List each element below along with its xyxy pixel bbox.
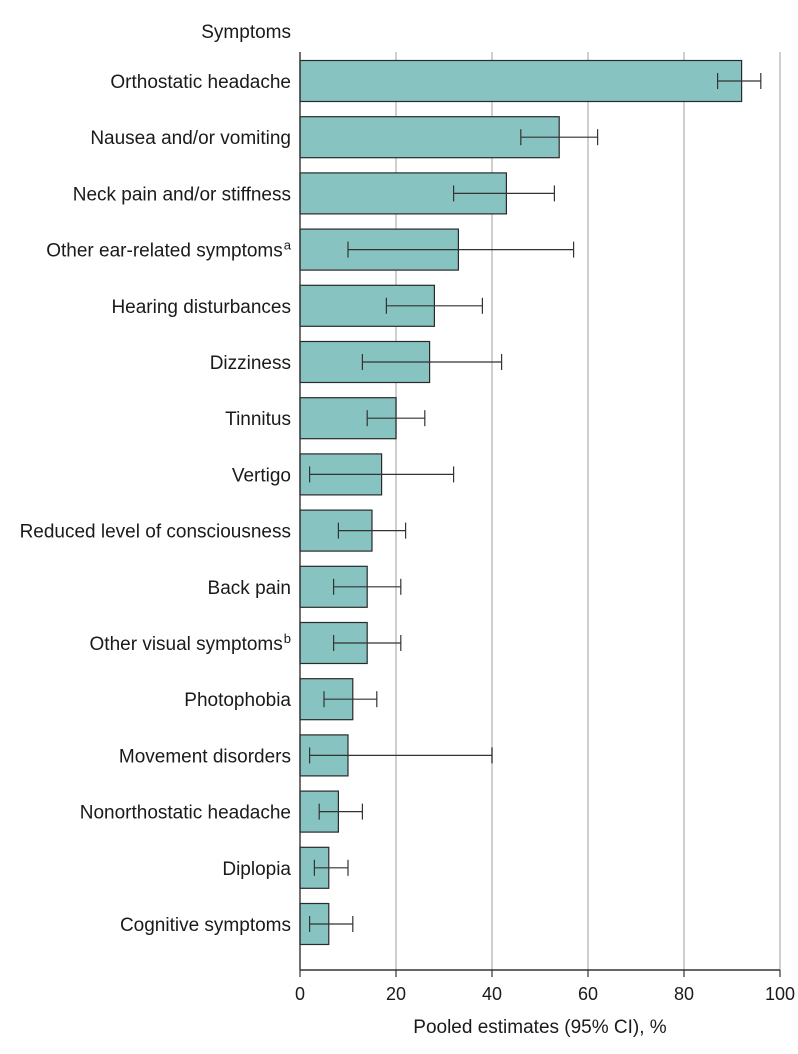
x-tick-label-80: 80 xyxy=(674,984,694,1004)
category-header: Symptoms xyxy=(201,22,291,43)
x-tick-label-40: 40 xyxy=(482,984,502,1004)
category-label-15: Cognitive symptoms xyxy=(120,915,291,936)
category-label-2: Neck pain and/or stiffness xyxy=(73,184,291,205)
category-label-9: Back pain xyxy=(208,578,291,599)
category-label-3: Other ear-related symptomsa xyxy=(46,238,292,262)
category-label-14: Diplopia xyxy=(222,859,291,880)
x-axis-title: Pooled estimates (95% CI), % xyxy=(413,1017,667,1038)
x-tick-label-60: 60 xyxy=(578,984,598,1004)
category-label-11: Photophobia xyxy=(184,690,291,711)
category-label-1: Nausea and/or vomiting xyxy=(90,128,291,149)
error-bars xyxy=(309,73,762,932)
x-tick-label-20: 20 xyxy=(386,984,406,1004)
category-label-5: Dizziness xyxy=(210,353,291,374)
x-tick-label-0: 0 xyxy=(295,984,305,1004)
category-label-13: Nonorthostatic headache xyxy=(80,803,291,824)
x-tick-label-100: 100 xyxy=(765,984,795,1004)
x-axis: 0 20 40 60 80 100 xyxy=(295,52,795,1004)
bar-0 xyxy=(299,59,743,103)
category-label-6: Tinnitus xyxy=(225,409,291,430)
category-label-4: Hearing disturbances xyxy=(111,297,291,318)
category-label-0: Orthostatic headache xyxy=(110,72,291,93)
category-label-10: Other visual symptomsb xyxy=(90,631,291,655)
category-label-7: Vertigo xyxy=(232,465,291,486)
category-label-12: Movement disorders xyxy=(119,746,291,767)
category-labels: Orthostatic headache Nausea and/or vomiti… xyxy=(20,72,292,936)
category-label-8: Reduced level of consciousness xyxy=(20,522,291,543)
